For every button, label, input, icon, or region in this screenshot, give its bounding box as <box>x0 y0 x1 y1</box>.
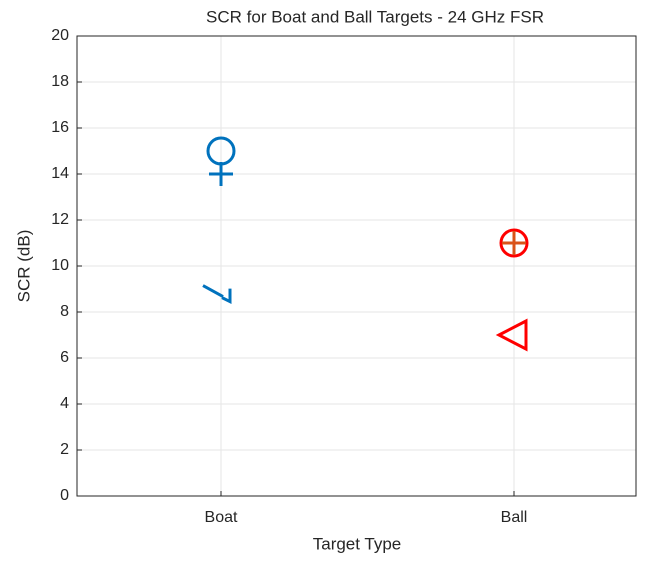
y-axis-title: SCR (dB) <box>14 230 33 303</box>
y-tick-label: 0 <box>60 487 69 504</box>
x-tick-label: Boat <box>205 509 238 526</box>
axes-box <box>76 35 637 497</box>
x-tick-label: Ball <box>501 509 528 526</box>
y-tick-label: 2 <box>60 441 69 458</box>
y-tick-label: 16 <box>51 119 69 136</box>
marker <box>495 318 528 352</box>
y-tick-label: 20 <box>51 27 69 44</box>
y-tick-label: 8 <box>60 303 69 320</box>
marker <box>499 228 529 258</box>
y-tick-label: 4 <box>60 395 69 412</box>
marker <box>202 284 232 305</box>
marker <box>502 231 526 255</box>
y-tick-label: 14 <box>51 165 69 182</box>
y-tick-label: 18 <box>51 73 69 90</box>
y-tick-label: 12 <box>51 211 69 228</box>
y-tick-label: 6 <box>60 349 69 366</box>
x-axis-title: Target Type <box>313 534 402 553</box>
y-tick-label: 10 <box>51 257 69 274</box>
marker <box>209 162 233 186</box>
marker <box>206 136 236 166</box>
chart-title: SCR for Boat and Ball Targets - 24 GHz F… <box>206 7 544 26</box>
